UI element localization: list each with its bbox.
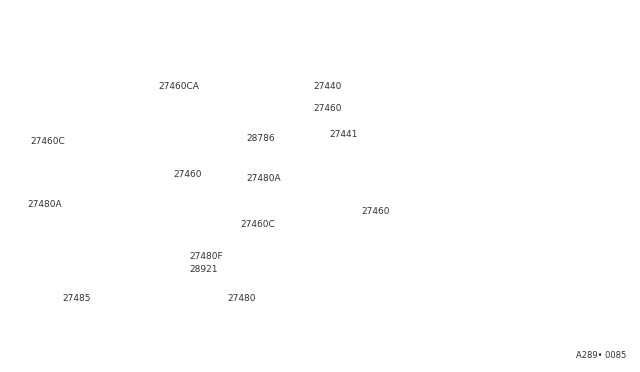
Text: 27460: 27460	[173, 170, 202, 179]
Text: 27480F: 27480F	[189, 251, 223, 261]
Text: 28786: 28786	[246, 134, 275, 142]
Text: 27480A: 27480A	[246, 174, 282, 183]
Text: 27485: 27485	[62, 294, 90, 303]
Text: 27440: 27440	[314, 82, 342, 91]
Text: 27460C: 27460C	[241, 220, 275, 229]
Text: 27460: 27460	[362, 207, 390, 217]
Text: 27480: 27480	[228, 294, 256, 303]
Text: A289• 0085: A289• 0085	[575, 350, 626, 360]
Text: 28921: 28921	[189, 264, 218, 273]
Text: 27480A: 27480A	[28, 200, 62, 209]
Text: 27460CA: 27460CA	[158, 82, 199, 91]
Text: 27460C: 27460C	[30, 137, 65, 146]
Text: 27441: 27441	[330, 130, 358, 139]
Text: 27460: 27460	[314, 104, 342, 113]
